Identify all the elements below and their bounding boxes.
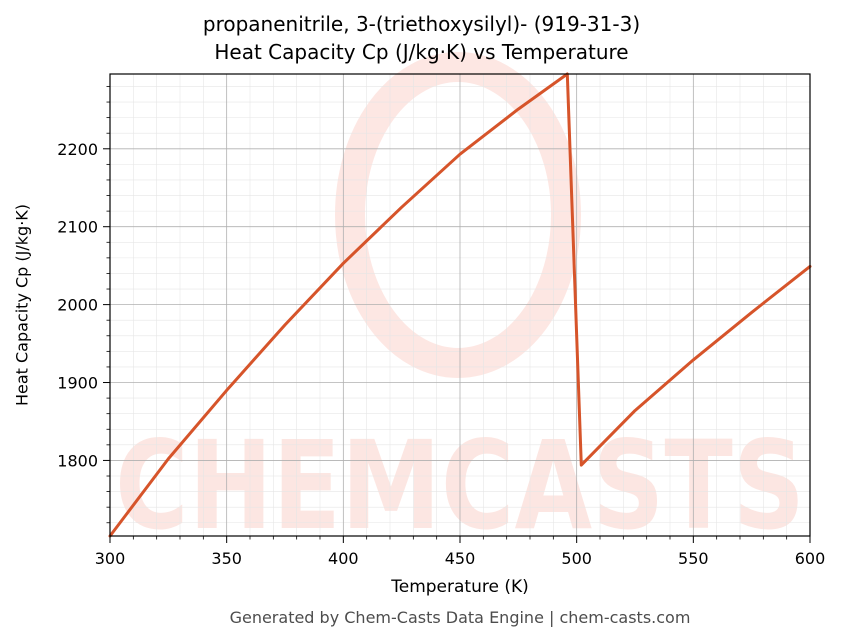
x-tick-label: 550	[678, 549, 709, 568]
chart-subtitle: Heat Capacity Cp (J/kg·K) vs Temperature	[214, 40, 629, 64]
y-tick-label: 2100	[57, 218, 98, 237]
x-tick-label: 500	[561, 549, 592, 568]
series-line	[108, 72, 812, 538]
chart-title: propanenitrile, 3-(triethoxysilyl)- (919…	[202, 12, 641, 36]
footer-credit: Generated by Chem-Casts Data Engine | ch…	[229, 608, 691, 627]
watermark-ring	[335, 52, 581, 378]
x-tick-label: 350	[211, 549, 242, 568]
y-tick-label: 1800	[57, 451, 98, 470]
major-grid	[110, 74, 810, 536]
y-tick-label: 1900	[57, 374, 98, 393]
x-tick-label: 600	[795, 549, 826, 568]
x-tick-label: 400	[328, 549, 359, 568]
x-tick-label: 450	[445, 549, 476, 568]
y-tick-label: 2200	[57, 140, 98, 159]
axis-ticks	[103, 86, 811, 543]
y-tick-label: 2000	[57, 296, 98, 315]
y-axis-label: Heat Capacity Cp (J/kg·K)	[12, 203, 32, 407]
tick-labels: 300 350 400 450 500 550 600 1800 1900 2000 2100 220…	[57, 140, 825, 568]
series-layer	[108, 72, 812, 538]
x-tick-label: 300	[95, 549, 126, 568]
x-axis-label: Temperature (K)	[391, 577, 529, 597]
